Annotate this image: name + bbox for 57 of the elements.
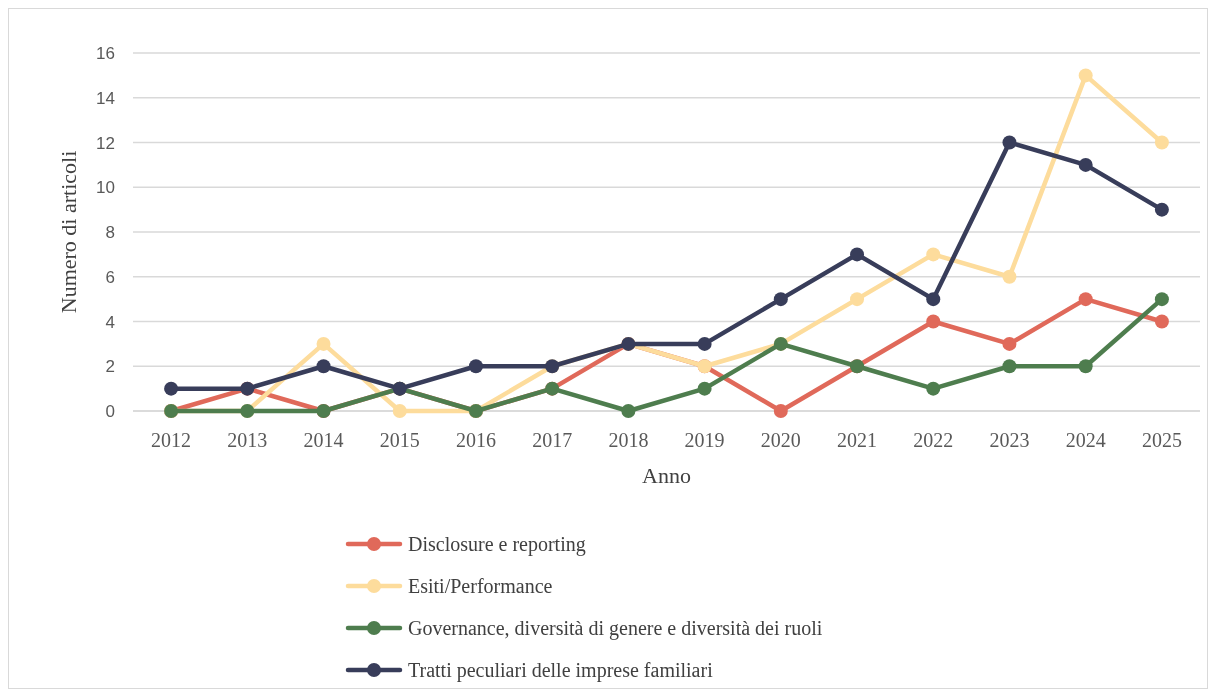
legend-label: Tratti peculiari delle imprese familiari	[408, 659, 714, 682]
y-tick-label: 10	[96, 178, 115, 198]
x-tick-label: 2024	[1065, 429, 1106, 451]
point	[773, 292, 788, 307]
point	[1154, 202, 1169, 217]
point	[850, 247, 865, 262]
point	[697, 381, 712, 396]
point	[1078, 359, 1093, 374]
point	[164, 381, 179, 396]
point	[621, 404, 636, 418]
point	[316, 336, 331, 351]
x-tick-label: 2013	[227, 429, 268, 451]
point	[926, 381, 941, 396]
point	[316, 359, 331, 374]
legend-label: Governance, diversità di genere e diversità dei ruoli	[408, 617, 823, 640]
y-tick-label: 8	[105, 223, 115, 242]
point	[697, 336, 712, 351]
x-tick-label: 2018	[608, 429, 649, 451]
point	[926, 247, 941, 262]
legend-label: Esiti/Performance	[408, 575, 553, 597]
x-tick-label: 2012	[151, 429, 192, 451]
y-tick-label: 16	[96, 44, 115, 63]
point	[850, 292, 865, 307]
point	[1154, 135, 1169, 150]
x-tick-label: 2022	[913, 429, 954, 451]
point	[1078, 157, 1093, 172]
x-tick-label: 2023	[989, 429, 1030, 451]
y-tick-label: 2	[105, 357, 115, 377]
point	[1154, 292, 1169, 307]
x-tick-label: 2016	[455, 429, 496, 451]
y-axis-title: Numero di articoli	[56, 150, 81, 314]
point	[926, 314, 941, 329]
point	[1078, 68, 1093, 83]
y-tick-label: 12	[96, 133, 115, 153]
point	[468, 359, 483, 374]
x-tick-label: 2021	[837, 429, 878, 451]
x-tick-label: 2014	[303, 429, 344, 451]
x-axis-title: Anno	[642, 463, 691, 488]
y-tick-label: 0	[105, 402, 115, 421]
point	[1154, 314, 1169, 329]
point	[1002, 269, 1017, 284]
x-tick-label: 2019	[684, 429, 725, 451]
point	[1078, 292, 1093, 307]
point	[1002, 336, 1017, 351]
point	[1002, 359, 1017, 374]
x-tick-label: 2015	[379, 429, 420, 451]
y-tick-label: 6	[105, 267, 115, 287]
x-tick-label: 2025	[1141, 429, 1182, 451]
point	[773, 404, 788, 418]
x-tick-label: 2020	[760, 429, 801, 451]
legend-label: Disclosure e reporting	[408, 533, 586, 556]
point	[1002, 135, 1017, 150]
point	[926, 292, 941, 307]
y-tick-label: 4	[105, 312, 115, 332]
y-tick-label: 14	[96, 88, 115, 108]
point	[392, 404, 407, 418]
x-tick-label: 2017	[532, 429, 573, 451]
